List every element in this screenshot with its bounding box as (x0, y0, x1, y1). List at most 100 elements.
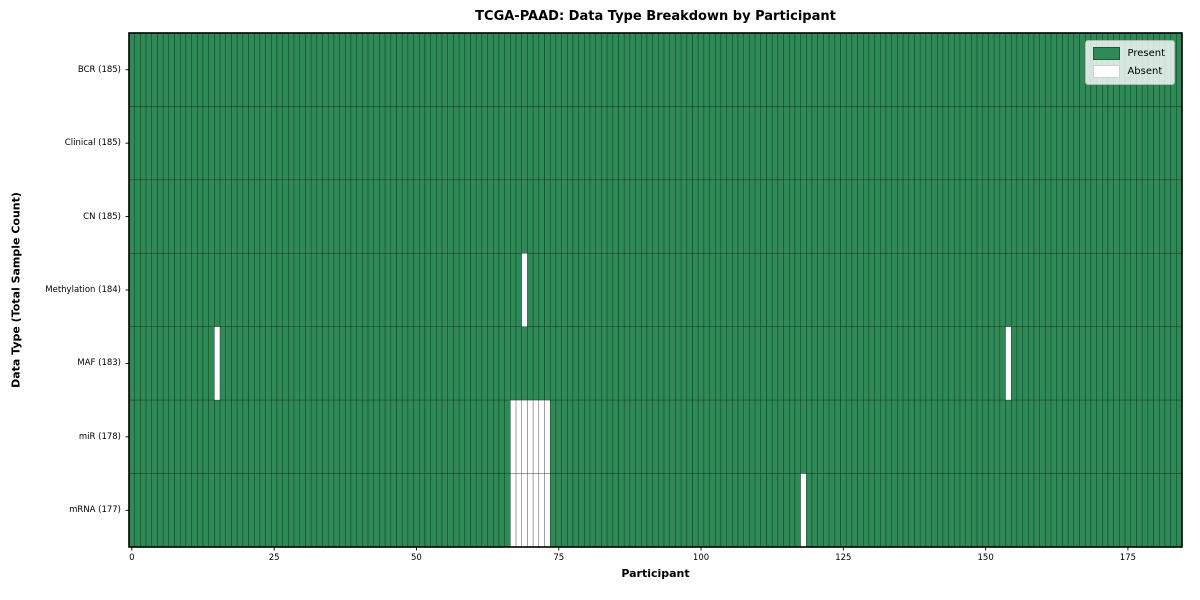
present-cell (914, 399, 921, 474)
present-cell (1005, 179, 1012, 254)
present-cell (891, 399, 898, 474)
present-cell (1084, 106, 1092, 181)
present-cell (151, 399, 158, 474)
present-cell (749, 32, 756, 107)
present-cell (931, 399, 938, 474)
present-cell (350, 326, 357, 401)
present-cell (151, 326, 158, 401)
present-cell (379, 32, 386, 107)
present-cell (1056, 473, 1063, 548)
present-cell (737, 326, 744, 401)
present-cell (1022, 179, 1029, 254)
present-cell (1062, 473, 1069, 548)
present-cell (396, 399, 403, 474)
present-cell (880, 326, 887, 401)
present-cell (140, 32, 147, 107)
present-cell (305, 32, 312, 107)
present-cell (498, 179, 505, 254)
present-cell (151, 106, 158, 181)
present-cell (373, 473, 380, 548)
present-cell (367, 473, 375, 548)
present-cell (322, 399, 329, 474)
present-cell (1005, 399, 1012, 474)
present-cell (743, 32, 750, 107)
present-cell (219, 106, 227, 181)
present-cell (936, 399, 944, 474)
present-cell (1056, 326, 1063, 401)
present-cell (936, 253, 944, 327)
present-cell (863, 179, 870, 254)
present-cell (424, 253, 431, 327)
present-cell (362, 253, 369, 327)
absent-cell (544, 473, 551, 548)
present-cell (162, 179, 170, 254)
present-cell (1158, 473, 1166, 548)
present-cell (1062, 106, 1069, 181)
present-cell (1073, 179, 1080, 254)
present-cell (1010, 399, 1018, 474)
present-cell (481, 253, 488, 327)
present-cell (1050, 326, 1058, 401)
present-cell (384, 32, 392, 107)
present-cell (515, 32, 522, 107)
present-cell (686, 326, 693, 401)
present-cell (766, 399, 773, 474)
present-cell (401, 399, 409, 474)
present-cell (322, 32, 329, 107)
present-cell (367, 253, 375, 327)
present-cell (868, 473, 875, 548)
present-cell (988, 106, 995, 181)
present-cell (271, 32, 278, 107)
present-cell (225, 179, 232, 254)
y-tick-label: Clinical (185) (64, 138, 121, 149)
present-cell (350, 253, 357, 327)
present-cell (288, 32, 295, 107)
present-cell (1102, 106, 1109, 181)
present-cell (430, 399, 437, 474)
present-cell (1176, 399, 1183, 474)
present-cell (265, 473, 272, 548)
present-cell (407, 253, 414, 327)
present-cell (971, 399, 978, 474)
present-cell (157, 106, 164, 181)
present-cell (806, 179, 813, 254)
present-cell (743, 253, 750, 327)
present-cell (692, 32, 699, 107)
present-cell (646, 473, 653, 548)
present-cell (362, 473, 369, 548)
present-cell (299, 326, 306, 401)
y-tick-label: CN (185) (83, 211, 121, 222)
present-cell (1158, 106, 1166, 181)
present-cell (959, 326, 966, 401)
present-cell (954, 399, 961, 474)
present-cell (965, 32, 972, 107)
present-cell (145, 179, 153, 254)
present-cell (339, 179, 346, 254)
present-cell (356, 179, 363, 254)
present-cell (828, 179, 836, 254)
present-cell (345, 253, 352, 327)
present-cell (948, 326, 955, 401)
present-cell (538, 326, 545, 401)
present-cell (646, 106, 653, 181)
present-cell (242, 106, 249, 181)
present-cell (1039, 32, 1046, 107)
present-cell (1079, 32, 1086, 107)
present-cell (197, 32, 204, 107)
present-cell (1039, 253, 1046, 327)
present-cell (271, 399, 278, 474)
present-cell (954, 106, 961, 181)
present-cell (936, 326, 944, 401)
present-cell (561, 473, 568, 548)
present-cell (1073, 253, 1080, 327)
present-cell (1067, 326, 1075, 401)
present-cell (1164, 253, 1171, 327)
present-cell (134, 399, 141, 474)
present-cell (641, 179, 648, 254)
present-cell (1028, 399, 1035, 474)
present-cell (806, 32, 813, 107)
plot-border (128, 32, 1183, 548)
present-cell (584, 32, 591, 107)
present-cell (771, 179, 779, 254)
present-cell (219, 253, 227, 327)
